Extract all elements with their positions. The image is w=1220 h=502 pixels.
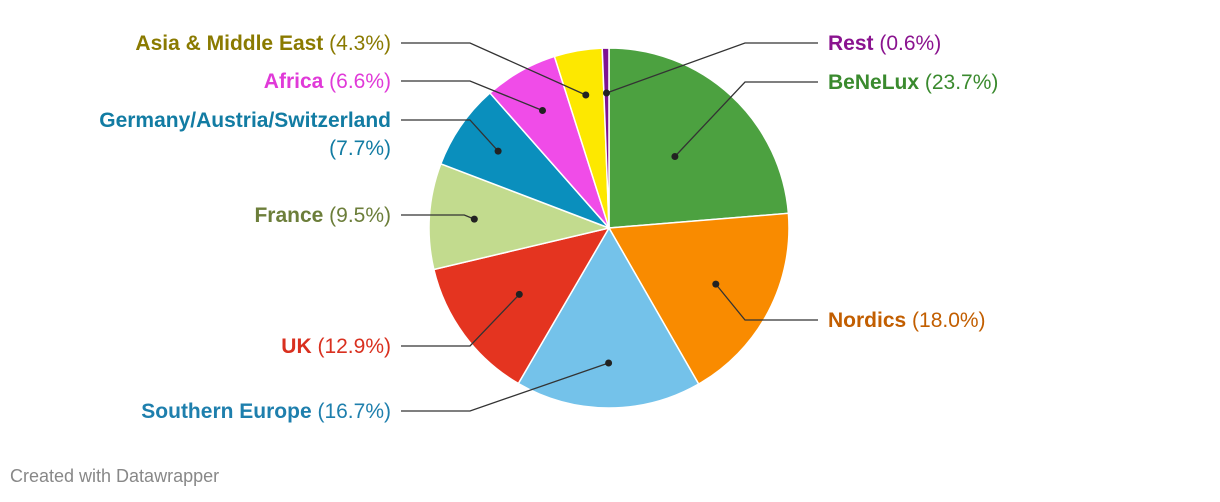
- leader-line-uk: [401, 293, 520, 347]
- label-uk: UK (12.9%): [281, 335, 391, 358]
- label-value-southern-europe: (16.7%): [312, 400, 391, 423]
- label-asia-middle-east: Asia & Middle East (4.3%): [135, 32, 391, 55]
- label-value-uk: (12.9%): [312, 335, 391, 358]
- label-france: France (9.5%): [254, 204, 391, 227]
- leader-line-rest: [606, 42, 818, 94]
- label-value-france: (9.5%): [323, 204, 391, 227]
- label-value-asia-middle-east: (4.3%): [323, 32, 391, 55]
- slice-southern-europe: [517, 226, 700, 409]
- leader-line-germany-austria-switzerland: [401, 119, 499, 152]
- label-name-germany-austria-switzerland: Germany/Austria/Switzerland: [99, 109, 391, 132]
- leader-line-nordics: [715, 283, 818, 321]
- label-name-france: France: [254, 204, 323, 227]
- label-rest: Rest (0.6%): [828, 32, 941, 55]
- leader-dot-asia-middle-east: [582, 91, 590, 99]
- slice-benelux: [608, 47, 790, 229]
- leader-line-asia-middle-east: [401, 42, 587, 96]
- pie-slices: [428, 47, 790, 409]
- leader-dot-benelux: [671, 153, 679, 160]
- label-name-benelux: BeNeLux: [828, 71, 919, 94]
- leader-dot-southern-europe: [605, 359, 613, 367]
- leader-dot-nordics: [712, 280, 720, 288]
- leader-dot-rest: [603, 89, 610, 97]
- label-benelux: BeNeLux (23.7%): [828, 71, 998, 94]
- label-nordics: Nordics (18.0%): [828, 309, 986, 332]
- label-name-africa: Africa: [264, 70, 324, 93]
- leader-dot-uk: [515, 290, 523, 298]
- label-value-africa: (6.6%): [323, 70, 391, 93]
- slice-uk: [432, 226, 611, 385]
- slice-nordics: [607, 212, 790, 386]
- leader-line-africa: [401, 80, 543, 112]
- leader-line-benelux: [674, 81, 818, 157]
- credit-footer: Created with Datawrapper: [10, 466, 220, 486]
- label-value-benelux: (23.7%): [919, 71, 998, 94]
- leader-line-southern-europe: [401, 362, 609, 412]
- label-southern-europe: Southern Europe (16.7%): [141, 400, 391, 423]
- label-africa: Africa (6.6%): [264, 70, 391, 93]
- leader-dot-africa: [539, 107, 546, 114]
- slice-france: [428, 162, 612, 271]
- label-name-uk: UK: [281, 335, 311, 358]
- label-name-asia-middle-east: Asia & Middle East: [135, 32, 323, 55]
- label-value-germany-austria-switzerland: (7.7%): [329, 137, 391, 160]
- label-name-nordics: Nordics: [828, 309, 906, 332]
- leader-lines: [401, 42, 818, 412]
- label-value-rest: (0.6%): [874, 32, 942, 55]
- leader-dot-germany-austria-switzerland: [494, 147, 502, 155]
- slice-labels: BeNeLux (23.7%) Nordics (18.0%) Southern E…: [99, 32, 998, 423]
- leader-dot-france: [470, 215, 478, 223]
- leader-line-france: [401, 214, 475, 220]
- label-value-nordics: (18.0%): [906, 309, 985, 332]
- label-name-rest: Rest: [828, 32, 874, 55]
- label-name-southern-europe: Southern Europe: [141, 400, 311, 423]
- label-germany-austria-switzerland: Germany/Austria/Switzerland (7.7%): [99, 109, 391, 160]
